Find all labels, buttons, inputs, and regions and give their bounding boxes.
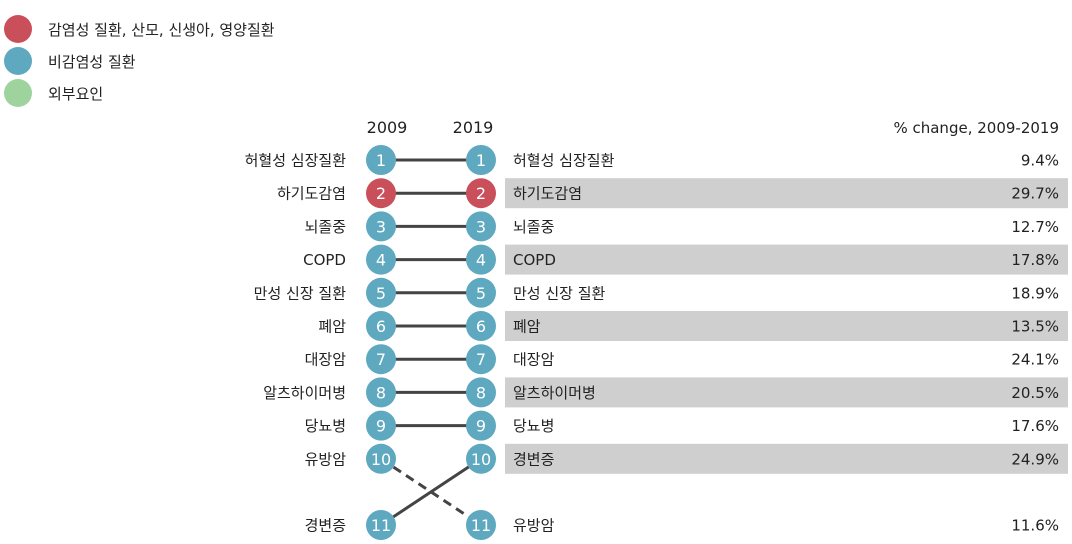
legend-item-injuries: 외부요인 bbox=[4, 77, 275, 109]
change-value: 9.4% bbox=[1021, 152, 1059, 170]
legend-swatch bbox=[4, 15, 32, 43]
change-header: % change, 2009-2019 bbox=[893, 119, 1059, 137]
left-rank-number: 8 bbox=[376, 383, 386, 402]
right-cause-label: COPD bbox=[513, 251, 556, 269]
legend-label: 비감염성 질환 bbox=[48, 52, 136, 71]
change-value: 24.1% bbox=[1011, 351, 1059, 369]
right-rank-circle bbox=[466, 510, 496, 540]
right-cause-label: 경변증 bbox=[513, 450, 554, 468]
left-rank-circle bbox=[366, 277, 396, 308]
row-band bbox=[505, 178, 1068, 209]
left-rank-circle bbox=[366, 145, 396, 175]
right-rank-number: 9 bbox=[476, 417, 486, 436]
left-cause-label: 유방암 bbox=[305, 450, 347, 468]
right-rank-number: 1 bbox=[476, 151, 486, 170]
change-value: 24.9% bbox=[1011, 450, 1059, 468]
row-band bbox=[505, 311, 1068, 341]
legend: 감염성 질환, 산모, 신생아, 영양질환 비감염성 질환 외부요인 bbox=[4, 13, 275, 109]
right-cause-label: 유방암 bbox=[513, 517, 555, 535]
left-cause-label: 경변증 bbox=[305, 517, 346, 535]
left-cause-label: 하기도감염 bbox=[277, 185, 346, 203]
left-rank-number: 11 bbox=[371, 516, 391, 535]
legend-label: 외부요인 bbox=[48, 84, 104, 103]
left-rank-circle bbox=[366, 178, 396, 209]
left-rank-circle bbox=[366, 510, 396, 540]
right-rank-circle bbox=[466, 377, 496, 408]
legend-label: 감염성 질환, 산모, 신생아, 영양질환 bbox=[48, 20, 275, 39]
right-rank-number: 6 bbox=[476, 317, 486, 336]
left-rank-number: 4 bbox=[376, 251, 386, 270]
left-rank-number: 10 bbox=[371, 450, 391, 469]
right-rank-circle bbox=[466, 277, 496, 308]
left-rank-number: 3 bbox=[376, 217, 386, 236]
left-cause-label: 만성 신장 질환 bbox=[254, 284, 347, 302]
right-rank-circle bbox=[466, 311, 496, 341]
change-value: 29.7% bbox=[1011, 185, 1059, 203]
row-band bbox=[505, 244, 1068, 275]
right-cause-label: 알츠하이머병 bbox=[513, 384, 596, 402]
left-rank-circle bbox=[366, 377, 396, 408]
right-cause-label: 뇌졸중 bbox=[513, 218, 554, 236]
right-cause-label: 하기도감염 bbox=[513, 185, 582, 203]
change-value: 18.9% bbox=[1011, 284, 1059, 302]
change-value: 11.6% bbox=[1011, 517, 1059, 535]
right-rank-number: 2 bbox=[476, 184, 486, 203]
connection-line bbox=[380, 457, 482, 527]
left-rank-number: 1 bbox=[376, 151, 386, 170]
change-value: 20.5% bbox=[1011, 384, 1059, 402]
right-rank-number: 11 bbox=[471, 516, 491, 535]
left-rank-circle bbox=[366, 344, 396, 375]
left-cause-label: 당뇨병 bbox=[305, 417, 346, 435]
left-rank-number: 2 bbox=[376, 184, 386, 203]
right-rank-circle bbox=[466, 443, 496, 474]
left-rank-number: 5 bbox=[376, 284, 386, 303]
left-cause-label: 뇌졸중 bbox=[305, 218, 346, 236]
right-cause-label: 만성 신장 질환 bbox=[513, 284, 606, 302]
left-rank-circle bbox=[366, 443, 396, 474]
left-rank-circle bbox=[366, 311, 396, 341]
row-band bbox=[505, 443, 1068, 474]
right-rank-circle bbox=[466, 344, 496, 375]
legend-swatch bbox=[4, 47, 32, 75]
legend-item-noncommunicable: 비감염성 질환 bbox=[4, 45, 275, 77]
right-rank-circle bbox=[466, 178, 496, 209]
left-cause-label: 허혈성 심장질환 bbox=[245, 152, 347, 170]
left-rank-circle bbox=[366, 211, 396, 242]
change-value: 12.7% bbox=[1011, 218, 1059, 236]
right-cause-label: 허혈성 심장질환 bbox=[513, 152, 615, 170]
right-rank-number: 4 bbox=[476, 251, 486, 270]
change-value: 17.8% bbox=[1011, 251, 1059, 269]
right-cause-label: 대장암 bbox=[513, 351, 555, 369]
right-cause-label: 당뇨병 bbox=[513, 417, 554, 435]
left-rank-number: 6 bbox=[376, 317, 386, 336]
left-rank-number: 9 bbox=[376, 417, 386, 436]
left-rank-number: 7 bbox=[376, 350, 386, 369]
left-rank-circle bbox=[366, 244, 396, 275]
left-cause-label: 폐암 bbox=[318, 318, 346, 336]
right-rank-circle bbox=[466, 211, 496, 242]
left-rank-circle bbox=[366, 410, 396, 441]
legend-swatch bbox=[4, 79, 32, 107]
legend-item-communicable: 감염성 질환, 산모, 신생아, 영양질환 bbox=[4, 13, 275, 45]
change-value: 17.6% bbox=[1011, 417, 1059, 435]
right-cause-label: 폐암 bbox=[513, 318, 541, 336]
year-header-right: 2019 bbox=[453, 118, 494, 137]
right-rank-circle bbox=[466, 410, 496, 441]
right-rank-number: 3 bbox=[476, 217, 486, 236]
right-rank-number: 7 bbox=[476, 350, 486, 369]
left-cause-label: 대장암 bbox=[305, 351, 347, 369]
year-header-left: 2009 bbox=[367, 118, 408, 137]
right-rank-number: 8 bbox=[476, 383, 486, 402]
row-band bbox=[505, 377, 1068, 408]
left-cause-label: 알츠하이머병 bbox=[263, 384, 346, 402]
right-rank-number: 5 bbox=[476, 284, 486, 303]
right-rank-number: 10 bbox=[471, 450, 491, 469]
right-rank-circle bbox=[466, 244, 496, 275]
right-rank-circle bbox=[466, 145, 496, 175]
change-value: 13.5% bbox=[1011, 318, 1059, 336]
left-cause-label: COPD bbox=[303, 251, 346, 269]
connection-line bbox=[380, 457, 482, 527]
